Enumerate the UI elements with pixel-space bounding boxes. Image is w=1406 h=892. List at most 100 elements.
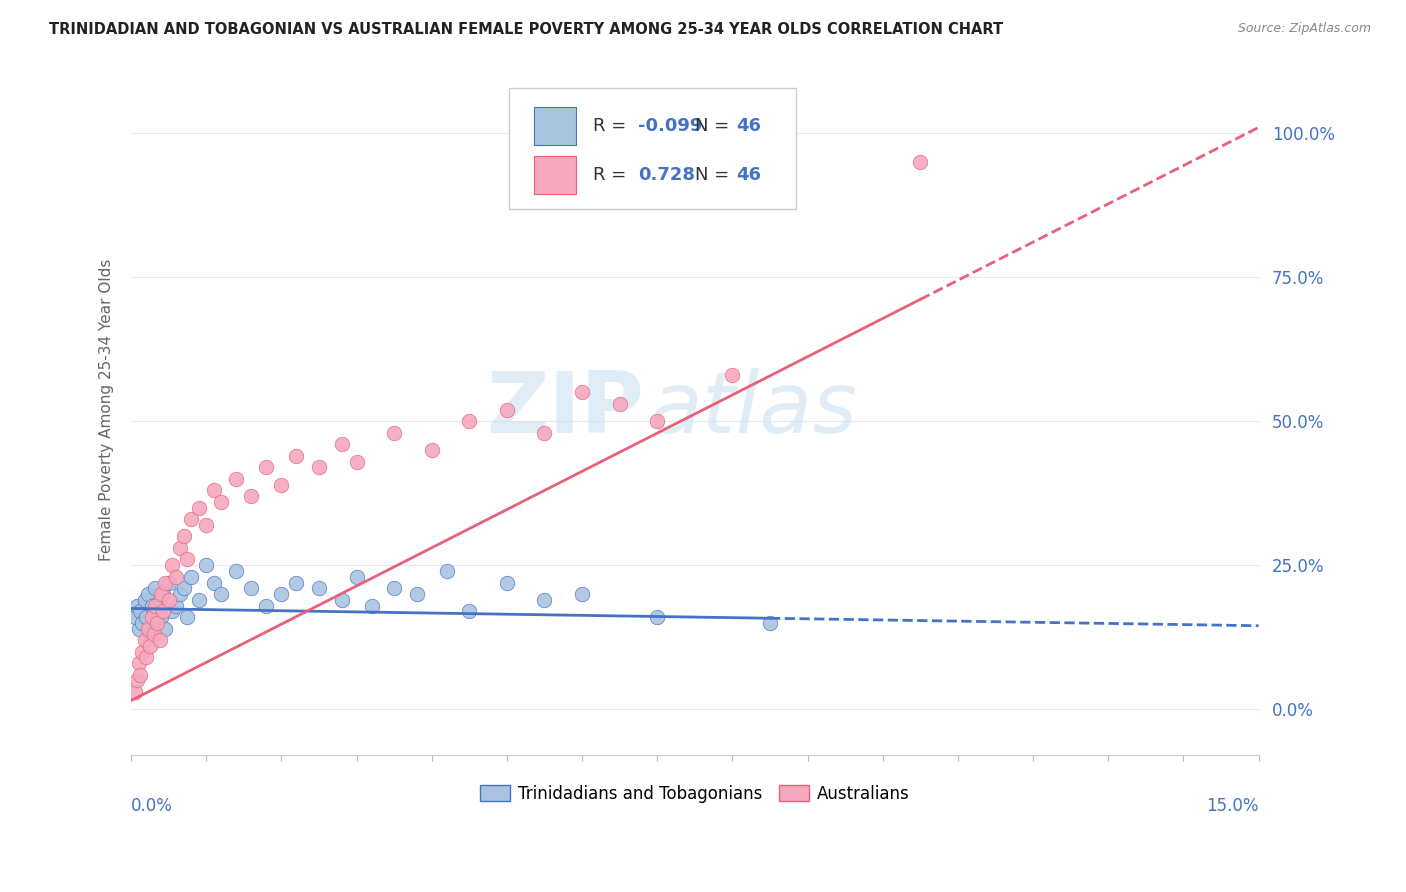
Point [152, 587, 174, 601]
Point [143, 599, 166, 613]
Point [458, 604, 481, 618]
Point [225, 564, 247, 578]
Point [225, 472, 247, 486]
Point [128, 622, 150, 636]
Point [149, 633, 172, 648]
Point [135, 650, 157, 665]
Point [910, 155, 932, 169]
Point [195, 558, 218, 573]
Point [308, 460, 330, 475]
Point [187, 500, 209, 515]
Point [128, 656, 150, 670]
Point [645, 414, 668, 428]
Text: 46: 46 [737, 117, 762, 136]
Point [173, 529, 195, 543]
Text: -0.099: -0.099 [638, 117, 703, 136]
Point [125, 599, 148, 613]
Y-axis label: Female Poverty Among 25-34 Year Olds: Female Poverty Among 25-34 Year Olds [100, 259, 114, 561]
Text: R =: R = [593, 166, 633, 184]
Point [285, 449, 308, 463]
Point [141, 599, 163, 613]
Point [134, 592, 156, 607]
Point [146, 615, 169, 630]
Point [157, 592, 180, 607]
Point [458, 414, 481, 428]
Point [131, 645, 153, 659]
Point [202, 483, 225, 498]
Point [195, 517, 218, 532]
Point [136, 622, 159, 636]
Point [308, 582, 330, 596]
FancyBboxPatch shape [533, 156, 576, 194]
FancyBboxPatch shape [533, 107, 576, 145]
Point [141, 610, 163, 624]
Point [240, 582, 263, 596]
Point [382, 582, 405, 596]
Text: 0.0%: 0.0% [131, 797, 173, 814]
Point [124, 685, 146, 699]
Text: 0.728: 0.728 [638, 166, 696, 184]
Text: TRINIDADIAN AND TOBAGONIAN VS AUSTRALIAN FEMALE POVERTY AMONG 25-34 YEAR OLDS CO: TRINIDADIAN AND TOBAGONIAN VS AUSTRALIAN… [49, 22, 1004, 37]
Point [162, 558, 184, 573]
Point [134, 633, 156, 648]
Text: R =: R = [593, 117, 633, 136]
Point [153, 575, 176, 590]
Point [405, 587, 427, 601]
Point [270, 477, 292, 491]
Point [285, 575, 308, 590]
Point [169, 587, 191, 601]
Point [125, 673, 148, 688]
Point [270, 587, 292, 601]
Point [360, 599, 382, 613]
Text: N =: N = [695, 166, 735, 184]
Point [142, 627, 165, 641]
Text: atlas: atlas [650, 368, 858, 451]
Point [187, 592, 209, 607]
Text: 15.0%: 15.0% [1206, 797, 1258, 814]
Point [533, 592, 555, 607]
Point [645, 610, 668, 624]
Point [496, 402, 519, 417]
Point [533, 425, 555, 440]
Text: 46: 46 [737, 166, 762, 184]
Point [721, 368, 744, 383]
Point [209, 587, 232, 601]
Point [176, 552, 198, 566]
Point [131, 615, 153, 630]
Point [139, 639, 162, 653]
Point [346, 454, 368, 468]
Point [165, 599, 187, 613]
Point [150, 610, 173, 624]
Point [759, 615, 782, 630]
Point [436, 564, 458, 578]
Point [169, 541, 191, 555]
Point [609, 397, 631, 411]
Legend: Trinidadians and Tobagonians, Australians: Trinidadians and Tobagonians, Australian… [472, 778, 917, 809]
Point [139, 627, 162, 641]
Point [420, 443, 443, 458]
Point [150, 587, 173, 601]
Point [129, 667, 152, 681]
Point [496, 575, 519, 590]
Point [180, 512, 202, 526]
Point [176, 610, 198, 624]
Point [152, 604, 174, 618]
Point [571, 385, 593, 400]
FancyBboxPatch shape [509, 88, 796, 210]
Point [153, 622, 176, 636]
Text: Source: ZipAtlas.com: Source: ZipAtlas.com [1237, 22, 1371, 36]
Point [143, 582, 166, 596]
Point [209, 495, 232, 509]
Point [149, 592, 172, 607]
Point [330, 592, 353, 607]
Point [571, 587, 593, 601]
Point [330, 437, 353, 451]
Point [254, 460, 277, 475]
Point [173, 582, 195, 596]
Point [202, 575, 225, 590]
Point [146, 615, 169, 630]
Text: ZIP: ZIP [486, 368, 644, 451]
Point [162, 604, 184, 618]
Point [135, 610, 157, 624]
Point [142, 604, 165, 618]
